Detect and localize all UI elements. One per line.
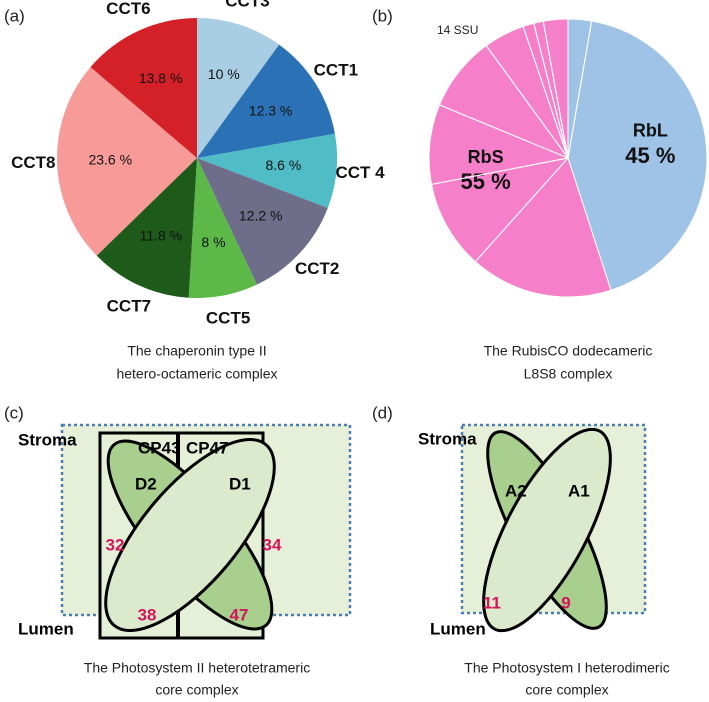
ssu-divider (567, 20, 593, 159)
lobe (104, 437, 276, 633)
category-label: CCT8 (11, 153, 55, 172)
box-label: CP43 (138, 438, 181, 457)
category-label: CCT2 (295, 259, 339, 278)
category-label: CCT6 (106, 0, 150, 18)
value-label: 12.3 % (249, 103, 293, 119)
caption: The Photosystem II heterotetrameric (84, 660, 310, 676)
panel-label: (c) (4, 403, 24, 422)
stroma-label: Stroma (418, 429, 477, 448)
ssu-divider (439, 104, 569, 159)
category-label: CCT5 (206, 308, 250, 327)
pie-slice (567, 18, 708, 291)
value-label: 11.8 % (140, 228, 183, 244)
category-label: CCT7 (107, 296, 151, 315)
pie-slice (197, 18, 280, 158)
box-label: CP47 (186, 438, 229, 457)
number: 32 (106, 535, 125, 554)
lobe-label: D2 (135, 474, 157, 493)
caption: core complex (525, 682, 608, 698)
pie-slice (197, 133, 337, 208)
pie-slice (197, 44, 335, 158)
value-label: 8 % (201, 234, 225, 250)
category-label: RbL (633, 121, 668, 141)
caption: The Photosystem I heterodimeric (464, 660, 669, 676)
stroma-label: Stroma (18, 430, 77, 449)
number: 38 (138, 605, 157, 624)
pie-slice (428, 18, 612, 298)
caption: hetero-octameric complex (116, 366, 277, 382)
pie-slice (188, 158, 257, 298)
pie-slice (56, 67, 197, 256)
annotation: 14 SSU (437, 23, 478, 37)
value-label: 8.6 % (265, 157, 301, 173)
panel-label: (b) (372, 6, 393, 25)
panel-label: (a) (4, 6, 25, 25)
ssu-divider (485, 45, 569, 159)
caption: L8S8 complex (524, 366, 613, 382)
value-label: 55 % (461, 169, 511, 194)
lobe-label: A2 (505, 481, 527, 500)
category-label: CCT3 (225, 0, 269, 11)
value-label: 12.2 % (239, 208, 283, 224)
value-label: 10 % (208, 66, 240, 82)
lumen-label: Lumen (430, 619, 486, 638)
value-label: 13.8 % (139, 70, 183, 86)
pie-slice (90, 18, 197, 158)
lobe-label: D1 (229, 474, 251, 493)
category-label: RbS (468, 147, 504, 167)
category-label: CCT1 (314, 61, 358, 80)
lobe (482, 427, 612, 633)
value-label: 23.6 % (88, 152, 132, 168)
caption: The chaperonin type II (127, 343, 266, 359)
pie-slice (96, 158, 197, 298)
lumen-label: Lumen (18, 619, 74, 638)
value-label: 45 % (625, 143, 675, 168)
pie-slice (197, 158, 328, 285)
number: 9 (561, 593, 570, 612)
ssu-divider (533, 23, 569, 159)
caption: core complex (155, 682, 238, 698)
number: 34 (263, 535, 282, 554)
panel-label: (d) (372, 403, 393, 422)
caption: The RubisCO dodecameric (484, 343, 653, 359)
ssu-divider (522, 26, 569, 159)
category-label: CCT 4 (335, 163, 385, 182)
ssu-divider (542, 21, 569, 159)
lobe-label: A1 (568, 481, 590, 500)
ssu-divider (474, 157, 569, 263)
ssu-divider (431, 157, 569, 186)
number: 11 (483, 593, 501, 612)
number: 47 (230, 605, 249, 624)
